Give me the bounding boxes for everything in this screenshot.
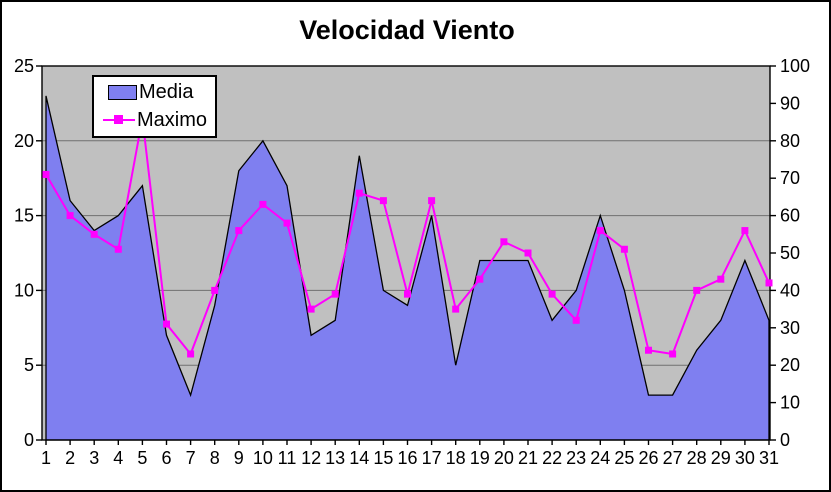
maximo-marker: [283, 219, 291, 227]
maximo-marker: [259, 200, 267, 208]
x-axis-label: 19: [470, 448, 490, 468]
x-axis-label: 7: [186, 448, 196, 468]
x-axis-label: 25: [614, 448, 634, 468]
legend: Media Maximo: [92, 75, 217, 138]
maximo-marker: [428, 197, 436, 205]
x-axis-label: 12: [301, 448, 321, 468]
maximo-marker: [500, 238, 508, 246]
legend-item-maximo: Maximo: [94, 107, 215, 135]
maximo-marker: [90, 230, 98, 238]
right-axis-label: 70: [780, 168, 800, 188]
x-axis-label: 1: [41, 448, 51, 468]
x-axis-label: 3: [89, 448, 99, 468]
maximo-marker: [765, 279, 773, 287]
maximo-marker: [42, 170, 50, 178]
x-axis-label: 16: [397, 448, 417, 468]
x-axis-label: 5: [137, 448, 147, 468]
x-axis-label: 30: [735, 448, 755, 468]
right-axis-label: 60: [780, 206, 800, 226]
maximo-marker: [235, 227, 243, 235]
maximo-marker: [114, 245, 122, 253]
x-axis-label: 24: [590, 448, 610, 468]
x-axis-label: 10: [253, 448, 273, 468]
left-axis-label: 20: [14, 131, 34, 151]
maximo-marker: [307, 305, 315, 313]
right-axis-label: 10: [780, 393, 800, 413]
maximo-marker: [452, 305, 460, 313]
x-axis-label: 17: [422, 448, 442, 468]
maximo-marker: [645, 346, 652, 354]
right-axis-label: 30: [780, 318, 800, 338]
maximo-marker: [476, 275, 484, 283]
plot-border: [41, 65, 771, 441]
chart-title: Velocidad Viento: [299, 15, 515, 45]
x-axis-label: 9: [234, 448, 244, 468]
maximo-line-swatch-icon: [103, 113, 135, 127]
x-axis-label: 28: [687, 448, 707, 468]
maximo-marker: [66, 212, 74, 220]
maximo-marker: [211, 286, 219, 294]
right-axis-label: 40: [780, 280, 800, 300]
x-axis-label: 29: [711, 448, 731, 468]
right-axis-label: 100: [780, 56, 810, 76]
x-axis-label: 23: [566, 448, 586, 468]
maximo-marker: [548, 290, 556, 298]
x-axis-label: 27: [663, 448, 683, 468]
media-area-swatch-icon: [108, 85, 137, 101]
right-axis-label: 0: [780, 430, 790, 450]
x-axis-label: 6: [161, 448, 171, 468]
right-axis-label: 80: [780, 131, 800, 151]
maximo-marker: [404, 290, 411, 298]
x-axis-label: 22: [542, 448, 562, 468]
maximo-marker: [524, 249, 532, 257]
maximo-marker: [596, 227, 604, 235]
left-axis-label: 5: [24, 355, 34, 375]
maximo-marker: [572, 316, 580, 324]
x-axis-label: 15: [373, 448, 393, 468]
media-area-series: [45, 95, 770, 441]
maximo-marker: [669, 350, 677, 358]
x-axis-label: 31: [759, 448, 779, 468]
x-axis-label: 4: [113, 448, 123, 468]
x-axis-label: 8: [210, 448, 220, 468]
maximo-marker: [620, 245, 628, 253]
x-axis-label: 2: [65, 448, 75, 468]
right-axis-label: 50: [780, 243, 800, 263]
maximo-marker: [163, 320, 170, 328]
left-axis-label: 10: [14, 280, 34, 300]
right-axis-label: 20: [780, 355, 800, 375]
x-axis-label: 20: [494, 448, 514, 468]
x-axis-label: 26: [638, 448, 658, 468]
maximo-marker: [717, 275, 725, 283]
x-axis-label: 11: [278, 448, 297, 468]
legend-item-media: Media: [94, 79, 215, 107]
x-axis-label: 13: [325, 448, 345, 468]
legend-label-maximo: Maximo: [137, 108, 208, 131]
maximo-marker: [355, 189, 363, 197]
left-axis-label: 15: [14, 206, 34, 226]
legend-label-media: Media: [139, 81, 194, 104]
maximo-swatch-marker: [114, 115, 123, 125]
right-axis-label: 90: [780, 93, 800, 113]
x-axis-label: 14: [349, 448, 369, 468]
x-axis-label: 21: [518, 448, 538, 468]
maximo-marker: [331, 290, 339, 298]
x-axis-label: 18: [446, 448, 466, 468]
left-axis-label: 25: [14, 56, 34, 76]
left-axis-label: 0: [24, 430, 34, 450]
maximo-marker: [187, 350, 195, 358]
maximo-marker: [741, 227, 749, 235]
maximo-marker: [693, 286, 701, 294]
maximo-marker: [379, 197, 387, 205]
